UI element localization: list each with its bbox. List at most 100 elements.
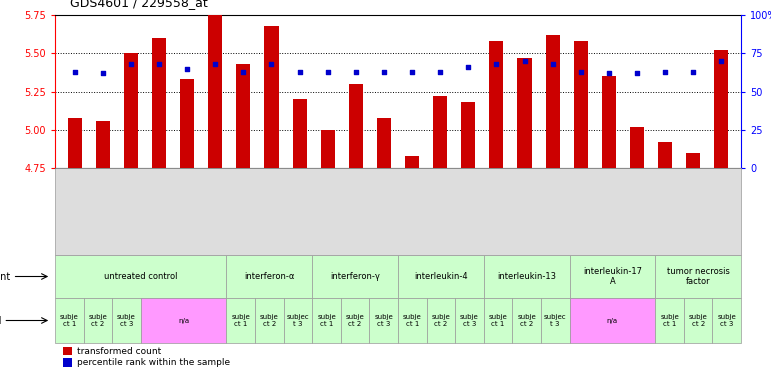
- Text: subje
ct 2: subje ct 2: [432, 314, 450, 327]
- Bar: [490, 41, 503, 168]
- Point: [574, 68, 587, 74]
- Point: [125, 61, 137, 67]
- Bar: [483, 255, 570, 298]
- Point: [715, 58, 728, 64]
- Text: subje
ct 1: subje ct 1: [660, 314, 679, 327]
- Text: subje
ct 1: subje ct 1: [60, 314, 79, 327]
- Bar: [208, 15, 222, 168]
- Point: [350, 68, 362, 74]
- Bar: [483, 298, 513, 343]
- Bar: [112, 298, 141, 343]
- Bar: [658, 142, 672, 168]
- Bar: [180, 79, 194, 168]
- Bar: [227, 298, 255, 343]
- Bar: [55, 255, 227, 298]
- Text: subje
ct 1: subje ct 1: [403, 314, 422, 327]
- Text: interleukin-4: interleukin-4: [414, 272, 468, 281]
- Bar: [513, 298, 541, 343]
- Point: [406, 68, 418, 74]
- Bar: [227, 255, 312, 298]
- Bar: [546, 35, 560, 168]
- Bar: [237, 64, 251, 168]
- Point: [265, 61, 278, 67]
- Bar: [398, 298, 426, 343]
- Bar: [62, 358, 72, 367]
- Text: subjec
t 3: subjec t 3: [544, 314, 567, 327]
- Bar: [433, 96, 447, 168]
- Point: [209, 61, 221, 67]
- Text: subje
ct 2: subje ct 2: [689, 314, 708, 327]
- Point: [490, 61, 503, 67]
- Bar: [96, 121, 109, 168]
- Bar: [398, 255, 483, 298]
- Point: [69, 68, 81, 74]
- Bar: [570, 298, 655, 343]
- Text: tumor necrosis
factor: tumor necrosis factor: [667, 267, 729, 286]
- Bar: [602, 76, 616, 168]
- Text: subje
ct 2: subje ct 2: [89, 314, 107, 327]
- Bar: [152, 38, 166, 168]
- Bar: [124, 53, 138, 168]
- Text: interferon-α: interferon-α: [244, 272, 295, 281]
- Text: subje
ct 2: subje ct 2: [260, 314, 279, 327]
- Text: agent: agent: [0, 271, 11, 281]
- Point: [518, 58, 530, 64]
- Point: [687, 68, 699, 74]
- Bar: [574, 41, 588, 168]
- Bar: [630, 127, 644, 168]
- Text: GDS4601 / 229558_at: GDS4601 / 229558_at: [70, 0, 208, 9]
- Point: [322, 68, 334, 74]
- Text: subje
ct 2: subje ct 2: [345, 314, 365, 327]
- Point: [631, 70, 643, 76]
- Bar: [55, 168, 741, 255]
- Point: [294, 68, 306, 74]
- Point: [378, 68, 390, 74]
- Bar: [62, 347, 72, 355]
- Text: subje
ct 1: subje ct 1: [231, 314, 250, 327]
- Bar: [369, 298, 398, 343]
- Text: subje
ct 1: subje ct 1: [489, 314, 507, 327]
- Bar: [405, 156, 419, 168]
- Bar: [264, 26, 278, 168]
- Bar: [312, 255, 398, 298]
- Text: percentile rank within the sample: percentile rank within the sample: [76, 358, 230, 367]
- Bar: [541, 298, 570, 343]
- Text: interleukin-13: interleukin-13: [497, 272, 556, 281]
- Bar: [255, 298, 284, 343]
- Bar: [321, 130, 335, 168]
- Bar: [655, 255, 741, 298]
- Bar: [684, 298, 712, 343]
- Bar: [570, 255, 655, 298]
- Text: individual: individual: [0, 316, 2, 326]
- Point: [659, 68, 672, 74]
- Text: subje
ct 1: subje ct 1: [317, 314, 336, 327]
- Bar: [348, 84, 363, 168]
- Text: interleukin-17
A: interleukin-17 A: [583, 267, 642, 286]
- Text: n/a: n/a: [178, 318, 189, 323]
- Bar: [83, 298, 112, 343]
- Text: subje
ct 3: subje ct 3: [117, 314, 136, 327]
- Text: untreated control: untreated control: [104, 272, 177, 281]
- Text: subje
ct 2: subje ct 2: [517, 314, 536, 327]
- Point: [434, 68, 446, 74]
- Bar: [517, 58, 531, 168]
- Text: interferon-γ: interferon-γ: [330, 272, 380, 281]
- Bar: [292, 99, 307, 168]
- Bar: [455, 298, 483, 343]
- Text: subje
ct 3: subje ct 3: [717, 314, 736, 327]
- Point: [462, 64, 474, 70]
- Text: transformed count: transformed count: [76, 347, 161, 356]
- Bar: [68, 118, 82, 168]
- Bar: [55, 298, 83, 343]
- Text: subje
ct 3: subje ct 3: [375, 314, 393, 327]
- Bar: [655, 298, 684, 343]
- Point: [603, 70, 615, 76]
- Point: [181, 66, 194, 72]
- Bar: [712, 298, 741, 343]
- Bar: [312, 298, 341, 343]
- Point: [237, 68, 250, 74]
- Bar: [141, 298, 227, 343]
- Text: subje
ct 3: subje ct 3: [460, 314, 479, 327]
- Bar: [714, 50, 729, 168]
- Bar: [426, 298, 455, 343]
